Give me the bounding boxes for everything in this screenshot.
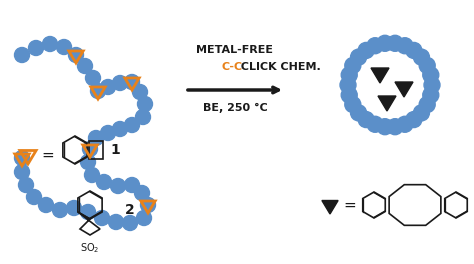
Text: 2: 2 bbox=[125, 203, 135, 217]
Circle shape bbox=[397, 38, 413, 54]
Circle shape bbox=[100, 125, 116, 140]
Text: 1: 1 bbox=[110, 143, 120, 157]
Circle shape bbox=[406, 112, 422, 128]
Circle shape bbox=[56, 40, 72, 54]
Circle shape bbox=[345, 58, 361, 73]
Circle shape bbox=[413, 105, 429, 121]
Circle shape bbox=[81, 154, 95, 169]
Circle shape bbox=[112, 121, 128, 136]
Polygon shape bbox=[371, 68, 389, 83]
Circle shape bbox=[125, 177, 139, 192]
Circle shape bbox=[387, 35, 403, 51]
Text: CLICK CHEM.: CLICK CHEM. bbox=[237, 62, 321, 72]
Circle shape bbox=[38, 197, 54, 213]
Circle shape bbox=[94, 210, 109, 225]
Circle shape bbox=[341, 87, 357, 103]
Circle shape bbox=[122, 215, 137, 230]
Circle shape bbox=[15, 150, 29, 166]
Circle shape bbox=[367, 116, 383, 132]
Circle shape bbox=[351, 105, 366, 121]
Circle shape bbox=[78, 59, 92, 73]
Circle shape bbox=[377, 35, 393, 51]
Circle shape bbox=[133, 84, 147, 100]
Polygon shape bbox=[378, 96, 396, 111]
Circle shape bbox=[15, 164, 29, 180]
Circle shape bbox=[28, 40, 44, 55]
Circle shape bbox=[423, 67, 439, 83]
Circle shape bbox=[136, 110, 151, 125]
Polygon shape bbox=[395, 82, 413, 97]
Circle shape bbox=[367, 38, 383, 54]
Circle shape bbox=[377, 119, 393, 135]
Circle shape bbox=[43, 36, 57, 51]
Circle shape bbox=[358, 43, 374, 58]
Text: BE, 250 °C: BE, 250 °C bbox=[202, 103, 267, 113]
Circle shape bbox=[397, 116, 413, 132]
Circle shape bbox=[413, 49, 429, 65]
Circle shape bbox=[406, 43, 422, 58]
Circle shape bbox=[140, 197, 155, 213]
Circle shape bbox=[110, 178, 126, 194]
Circle shape bbox=[351, 49, 366, 65]
Circle shape bbox=[345, 97, 361, 112]
Circle shape bbox=[109, 214, 124, 229]
Circle shape bbox=[97, 175, 111, 190]
Circle shape bbox=[419, 58, 435, 73]
Text: C-C: C-C bbox=[222, 62, 243, 72]
Circle shape bbox=[125, 117, 139, 133]
Circle shape bbox=[419, 97, 435, 112]
Circle shape bbox=[85, 70, 100, 86]
Circle shape bbox=[358, 112, 374, 128]
Circle shape bbox=[387, 119, 403, 135]
Circle shape bbox=[91, 83, 106, 98]
Circle shape bbox=[84, 167, 100, 182]
Text: =: = bbox=[343, 197, 356, 213]
Text: METAL-FREE: METAL-FREE bbox=[197, 45, 273, 55]
Circle shape bbox=[89, 130, 103, 145]
Text: =: = bbox=[41, 148, 54, 163]
Circle shape bbox=[66, 200, 82, 215]
Circle shape bbox=[100, 79, 116, 95]
Circle shape bbox=[341, 67, 357, 83]
Circle shape bbox=[137, 97, 153, 111]
Polygon shape bbox=[322, 200, 338, 214]
Circle shape bbox=[125, 74, 139, 89]
Circle shape bbox=[81, 205, 95, 219]
Circle shape bbox=[135, 186, 149, 200]
Circle shape bbox=[340, 77, 356, 93]
Circle shape bbox=[82, 142, 98, 157]
Circle shape bbox=[69, 48, 83, 63]
Circle shape bbox=[15, 48, 29, 63]
Circle shape bbox=[424, 77, 440, 93]
Circle shape bbox=[112, 76, 128, 91]
Circle shape bbox=[27, 190, 42, 205]
Circle shape bbox=[53, 202, 67, 218]
Text: SO$_2$: SO$_2$ bbox=[80, 241, 100, 255]
Circle shape bbox=[18, 177, 34, 192]
Circle shape bbox=[423, 87, 439, 103]
Circle shape bbox=[137, 210, 152, 225]
